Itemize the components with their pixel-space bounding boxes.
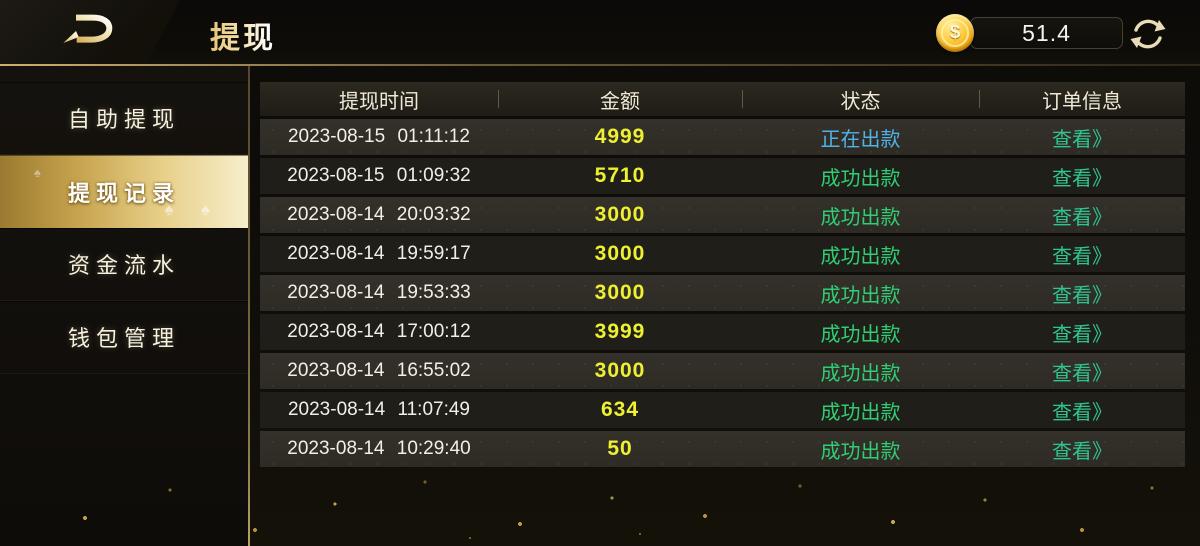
withdraw-amount: 5710: [594, 164, 646, 187]
sidebar-item-3[interactable]: 资金流水: [0, 228, 248, 301]
withdraw-status: 成功出款: [820, 206, 901, 229]
sidebar-item-4[interactable]: 钱包管理: [0, 301, 248, 374]
table-body: 2023-08-15 01:11:12 4999 正在出款 查看》 2023-08-15…: [260, 119, 1185, 467]
column-header-2: 金额: [498, 82, 742, 116]
logo-panel: [0, 0, 180, 64]
withdraw-status: 成功出款: [820, 440, 901, 463]
withdraw-amount: 4999: [594, 125, 646, 148]
balance-value: 51.4: [1022, 19, 1071, 46]
sidebar-menu: 自助提现提现记录资金流水钱包管理: [0, 82, 248, 374]
table-row: 2023-08-14 17:00:12 3999 成功出款 查看》: [260, 314, 1185, 350]
withdraw-status: 成功出款: [820, 284, 901, 307]
view-order-link[interactable]: 查看》: [1052, 128, 1112, 151]
withdraw-status: 成功出款: [820, 362, 901, 385]
sidebar-item-1[interactable]: 自助提现: [0, 82, 248, 155]
withdraw-amount: 3000: [594, 359, 646, 382]
view-order-link[interactable]: 查看》: [1052, 362, 1112, 385]
main-content: 提现时间 金额 状态 订单信息 2023-08-15 01:11:12 4999 正在出款…: [260, 82, 1185, 470]
refresh-button[interactable]: [1128, 14, 1168, 54]
sidebar: 自助提现提现记录资金流水钱包管理: [0, 66, 250, 546]
withdraw-time: 2023-08-14 16:55:02: [287, 360, 471, 381]
withdraw-time: 2023-08-14 11:07:49: [287, 399, 471, 420]
sidebar-item-2[interactable]: 提现记录: [0, 155, 248, 228]
column-header-4: 订单信息: [979, 82, 1185, 116]
sidebar-item-label: 钱包管理: [67, 326, 180, 351]
view-order-link[interactable]: 查看》: [1052, 206, 1112, 229]
table-row: 2023-08-14 20:03:32 3000 成功出款 查看》: [260, 197, 1185, 233]
table-row: 2023-08-14 19:53:33 3000 成功出款 查看》: [260, 275, 1185, 311]
view-order-link[interactable]: 查看》: [1052, 323, 1112, 346]
withdraw-status: 成功出款: [820, 167, 901, 190]
withdraw-amount: 3000: [594, 242, 646, 265]
table-row: 2023-08-14 11:07:49 634 成功出款 查看》: [260, 392, 1185, 428]
column-header-3: 状态: [742, 82, 979, 116]
sidebar-item-label: 自助提现: [67, 107, 180, 132]
withdraw-time: 2023-08-14 20:03:32: [287, 204, 471, 225]
withdraw-amount: 3000: [594, 281, 646, 304]
table-row: 2023-08-14 10:29:40 50 成功出款 查看》: [260, 431, 1185, 467]
withdraw-time: 2023-08-14 19:59:17: [287, 243, 471, 264]
balance-field: 51.4: [970, 17, 1123, 49]
view-order-link[interactable]: 查看》: [1052, 245, 1112, 268]
withdraw-amount: 3999: [594, 320, 646, 343]
sidebar-item-label: 提现记录: [67, 180, 180, 206]
column-header-1: 提现时间: [339, 90, 419, 113]
table-row: 2023-08-15 01:11:12 4999 正在出款 查看》: [260, 119, 1185, 155]
sidebar-item-label: 资金流水: [67, 253, 180, 278]
withdraw-status: 正在出款: [820, 128, 901, 151]
withdraw-time: 2023-08-14 19:53:33: [287, 282, 471, 303]
table-row: 2023-08-15 01:09:32 5710 成功出款 查看》: [260, 158, 1185, 194]
withdraw-amount: 3000: [594, 203, 646, 226]
view-order-link[interactable]: 查看》: [1052, 284, 1112, 307]
withdraw-status: 成功出款: [820, 401, 901, 424]
view-order-link[interactable]: 查看》: [1052, 401, 1112, 424]
table-row: 2023-08-14 16:55:02 3000 成功出款 查看》: [260, 353, 1185, 389]
withdraw-time: 2023-08-15 01:11:12: [287, 126, 471, 147]
coin-icon: $: [936, 14, 974, 52]
top-bar: 提现 $ 51.4: [0, 0, 1200, 66]
view-order-link[interactable]: 查看》: [1052, 167, 1112, 190]
app-logo-icon: [63, 14, 113, 43]
view-order-link[interactable]: 查看》: [1052, 440, 1112, 463]
withdraw-time: 2023-08-14 10:29:40: [287, 438, 471, 459]
withdraw-time: 2023-08-14 17:00:12: [287, 321, 471, 342]
withdraw-amount: 634: [600, 398, 640, 421]
table-row: 2023-08-14 19:59:17 3000 成功出款 查看》: [260, 236, 1185, 272]
coin-dollar-symbol: $: [949, 22, 961, 43]
withdraw-time: 2023-08-15 01:09:32: [287, 165, 471, 186]
page-title: 提现: [210, 13, 276, 57]
withdraw-amount: 50: [607, 437, 633, 460]
table-header: 提现时间 金额 状态 订单信息: [260, 82, 1185, 116]
withdraw-status: 成功出款: [820, 245, 901, 268]
withdraw-status: 成功出款: [820, 323, 901, 346]
